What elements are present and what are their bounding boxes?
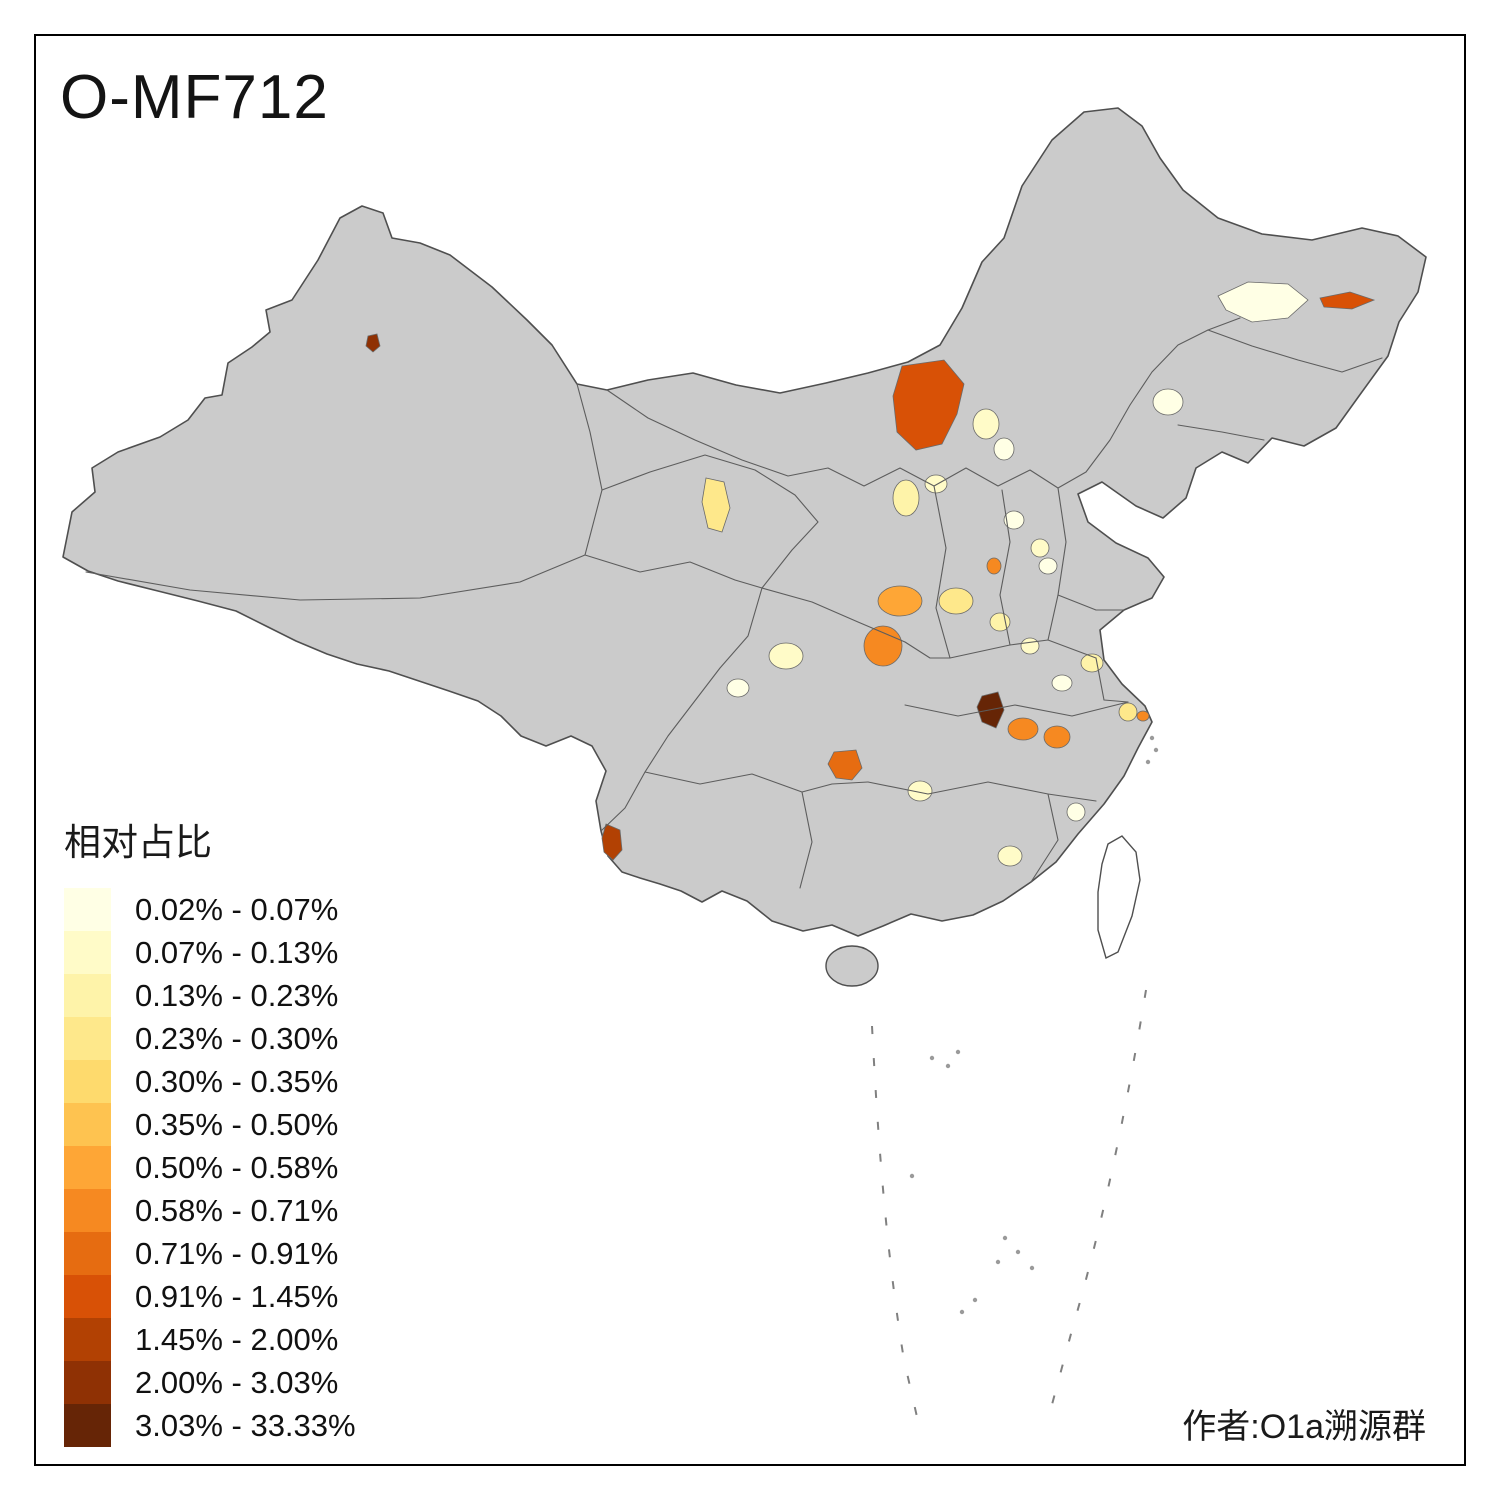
- region-hunan: [907, 780, 933, 802]
- legend-label: 1.45% - 2.00%: [135, 1321, 339, 1357]
- region-tianjin: [1030, 538, 1050, 558]
- legend-label: 0.30% - 0.35%: [135, 1063, 339, 1099]
- region-north-hebei-2: [993, 437, 1015, 461]
- region-sichuan-west: [768, 642, 804, 670]
- region-yunnan-west: [601, 823, 623, 861]
- region-hebei-south: [1038, 557, 1058, 575]
- legend-item: 0.35% - 0.50%: [64, 1103, 356, 1146]
- legend-item: 1.45% - 2.00%: [64, 1318, 356, 1361]
- region-north-hebei-1: [972, 408, 1000, 440]
- island-dot: [909, 1173, 915, 1179]
- region-gansu-hexi: [701, 477, 731, 533]
- legend-label: 0.07% - 0.13%: [135, 934, 339, 970]
- legend-swatch: [64, 1060, 111, 1103]
- legend-swatch: [64, 974, 111, 1017]
- region-heilongjiang-west: [1217, 281, 1309, 323]
- region-shaanxi-central: [938, 587, 974, 615]
- region-xinjiang-small: [365, 333, 381, 353]
- legend-item: 0.71% - 0.91%: [64, 1232, 356, 1275]
- legend-swatch: [64, 1361, 111, 1404]
- region-zhejiang: [1118, 702, 1138, 722]
- legend-label: 0.50% - 0.58%: [135, 1149, 339, 1185]
- region-sichuan-south: [726, 678, 750, 698]
- region-hubei-west: [1007, 717, 1039, 741]
- legend-swatch: [64, 1103, 111, 1146]
- region-hubei-central: [1043, 725, 1071, 749]
- legend-item: 3.03% - 33.33%: [64, 1404, 356, 1447]
- region-sichuan-north: [863, 625, 903, 667]
- legend-label: 0.91% - 1.45%: [135, 1278, 339, 1314]
- legend-swatch: [64, 931, 111, 974]
- hainan-island: [825, 945, 879, 987]
- region-beijing: [1003, 510, 1025, 530]
- region-jilin-west: [1152, 388, 1184, 416]
- legend-swatch: [64, 1189, 111, 1232]
- legend-label: 0.35% - 0.50%: [135, 1106, 339, 1142]
- region-jiangxi: [1066, 802, 1086, 822]
- region-guangdong: [997, 845, 1023, 867]
- region-shaanxi-north: [924, 474, 948, 494]
- island-dot: [1029, 1265, 1035, 1271]
- region-shanghai: [1136, 710, 1150, 722]
- region-ningxia: [892, 479, 920, 517]
- region-heilongjiang-east: [1319, 291, 1376, 310]
- legend-item: 0.13% - 0.23%: [64, 974, 356, 1017]
- island-dot: [995, 1259, 1001, 1265]
- legend-item: 0.02% - 0.07%: [64, 888, 356, 931]
- page-title: O-MF712: [60, 63, 329, 132]
- legend-label: 0.71% - 0.91%: [135, 1235, 339, 1271]
- author-credit: 作者:O1a溯源群: [1182, 1408, 1426, 1446]
- legend: 相对占比 0.02% - 0.07% 0.07% - 0.13% 0.13% -…: [64, 812, 356, 1447]
- island-dot: [1015, 1249, 1021, 1255]
- legend-label: 3.03% - 33.33%: [135, 1407, 356, 1443]
- legend-label: 0.58% - 0.71%: [135, 1192, 339, 1228]
- island-dot: [945, 1063, 951, 1069]
- island-dot: [1145, 759, 1151, 765]
- legend-label: 0.23% - 0.30%: [135, 1020, 339, 1056]
- island-dot: [972, 1297, 978, 1303]
- legend-item: 0.30% - 0.35%: [64, 1060, 356, 1103]
- island-dot: [1002, 1235, 1008, 1241]
- region-shanxi-south: [986, 557, 1002, 575]
- colored-regions: [365, 281, 1376, 867]
- legend-swatch: [64, 888, 111, 931]
- island-dot: [959, 1309, 965, 1315]
- legend-swatch: [64, 1017, 111, 1060]
- region-inner-mongolia-central: [892, 359, 965, 451]
- island-dot: [1153, 747, 1159, 753]
- legend-swatch: [64, 1318, 111, 1361]
- region-anhui: [1051, 674, 1073, 692]
- taiwan-island: [1097, 835, 1141, 960]
- legend-item: 0.91% - 1.45%: [64, 1275, 356, 1318]
- legend-swatch: [64, 1404, 111, 1447]
- province-borders: [85, 317, 1383, 889]
- legend-item: 0.07% - 0.13%: [64, 931, 356, 974]
- legend-label: 0.13% - 0.23%: [135, 977, 339, 1013]
- legend-item: 0.23% - 0.30%: [64, 1017, 356, 1060]
- legend-label: 2.00% - 3.03%: [135, 1364, 339, 1400]
- legend-title: 相对占比: [64, 822, 212, 863]
- legend-item: 0.50% - 0.58%: [64, 1146, 356, 1189]
- legend-label: 0.02% - 0.07%: [135, 891, 339, 927]
- legend-swatch: [64, 1146, 111, 1189]
- legend-swatch: [64, 1232, 111, 1275]
- region-guizhou: [827, 749, 863, 781]
- region-gansu-south: [877, 585, 923, 617]
- legend-item: 0.58% - 0.71%: [64, 1189, 356, 1232]
- island-dot: [1149, 735, 1155, 741]
- island-dot: [955, 1049, 961, 1055]
- south-china-sea-boundary: [871, 735, 1159, 1431]
- island-dot: [929, 1055, 935, 1061]
- region-henan-east: [1020, 637, 1040, 655]
- legend-item: 2.00% - 3.03%: [64, 1361, 356, 1404]
- mainland-china-shape: [62, 107, 1427, 937]
- legend-swatch: [64, 1275, 111, 1318]
